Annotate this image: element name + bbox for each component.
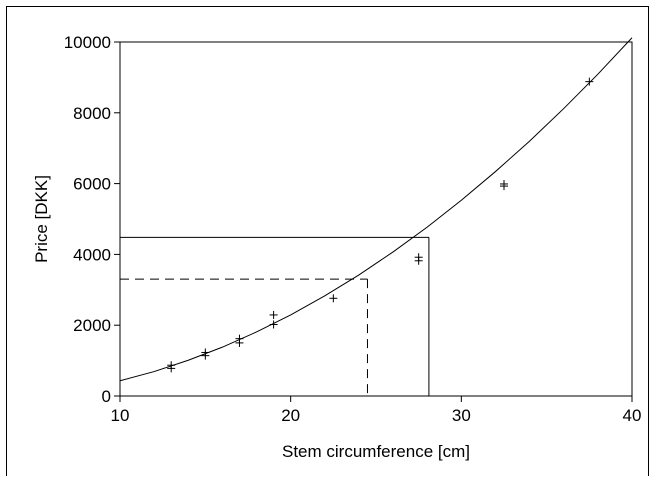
data-point (269, 320, 278, 329)
data-point (167, 361, 176, 370)
y-tick-label: 4000 (73, 245, 111, 264)
data-point (500, 179, 508, 188)
data-points (167, 77, 594, 373)
data-point (414, 253, 423, 262)
y-tick-label: 6000 (73, 175, 111, 194)
tick-labels: 10 20 30 40 0 2000 4000 6000 8000 10000 (64, 33, 642, 425)
reference-lines (120, 236, 430, 396)
y-tick-label: 8000 (73, 104, 111, 123)
fitted-curve (119, 37, 633, 382)
x-axis-label: Stem circumference [cm] (282, 442, 470, 461)
x-tick-label: 40 (623, 406, 642, 425)
y-axis-label: Price [DKK] (32, 175, 51, 263)
y-tick-label: 10000 (64, 33, 111, 52)
plot-axes (114, 41, 633, 402)
data-point (269, 310, 278, 319)
y-tick-label: 0 (102, 387, 111, 406)
data-point (585, 77, 594, 86)
x-tick-label: 20 (281, 406, 300, 425)
fitted-curve-line (119, 37, 633, 382)
data-point (201, 348, 210, 357)
y-tick-label: 2000 (73, 316, 111, 335)
data-point (235, 334, 244, 343)
x-tick-label: 10 (111, 406, 130, 425)
data-point (329, 294, 338, 303)
figure-frame (6, 6, 649, 476)
plot-area-border (119, 41, 633, 397)
x-tick-label: 30 (452, 406, 471, 425)
